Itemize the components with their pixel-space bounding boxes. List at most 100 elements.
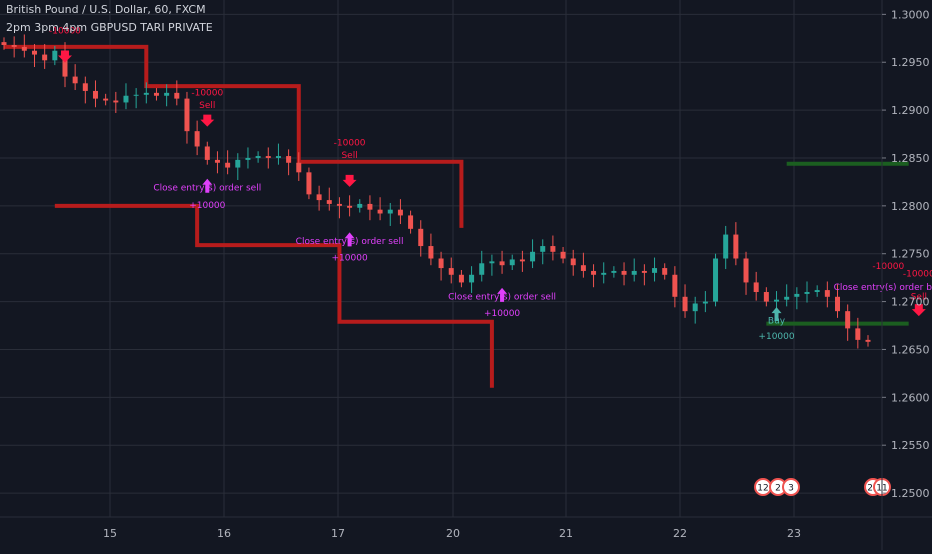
candle-body — [692, 303, 698, 312]
candle-body — [123, 95, 129, 103]
candle-body — [611, 270, 617, 273]
candle-body — [1, 42, 7, 45]
close-arrow-icon — [497, 287, 508, 302]
candle-body — [113, 100, 119, 103]
candle-body — [469, 274, 475, 283]
candle-body — [479, 263, 485, 275]
chart-title: British Pound / U.S. Dollar, 60, FXCM — [6, 3, 206, 16]
candle-body — [82, 83, 88, 91]
badge-label: 3 — [788, 484, 794, 494]
sell-arrow-icon — [57, 50, 72, 63]
y-tick-label: 1.2800 — [891, 200, 930, 213]
candle-body — [550, 246, 556, 252]
y-tick-label: 1.2550 — [891, 439, 930, 452]
candle-body — [428, 246, 434, 259]
candle-body — [265, 156, 271, 158]
candle-body — [174, 92, 180, 99]
candle-body — [784, 296, 790, 300]
price-axis[interactable]: 1.3000 1.2950 1.2900 1.2850 1.2800 1.2750 1.27… — [882, 8, 930, 500]
candle-body — [530, 251, 536, 262]
candle-body — [652, 268, 658, 273]
candle-body — [570, 258, 576, 266]
candle-body — [31, 50, 37, 55]
candle-body — [560, 251, 566, 259]
candle-body — [245, 157, 251, 160]
buy-arrow-icon — [771, 307, 782, 322]
candle-body — [591, 270, 597, 275]
candle-body — [316, 194, 322, 201]
candle-body — [855, 328, 861, 340]
candle-body — [357, 203, 363, 208]
red-level-line — [4, 44, 464, 228]
annotation-label: -10000 — [191, 89, 223, 99]
candle-body — [672, 274, 678, 297]
close-arrow-icon — [202, 178, 213, 193]
candle-body — [194, 131, 200, 147]
candle-body — [489, 261, 495, 264]
red-level-line — [54, 203, 494, 388]
candle-body — [601, 272, 607, 275]
y-tick-label: 1.2500 — [891, 487, 930, 500]
candle-body — [214, 159, 220, 163]
annotation-label: -10000 — [334, 139, 366, 149]
candle-body — [438, 258, 444, 269]
x-tick-label: 21 — [559, 527, 573, 540]
candle-body — [794, 293, 800, 297]
candle-body — [540, 246, 546, 252]
candle-body — [296, 162, 302, 173]
candle-body — [835, 296, 841, 312]
event-badge[interactable]: 3 — [782, 478, 800, 496]
candle-body — [845, 311, 851, 329]
sell-arrow-icon — [911, 304, 926, 317]
badge-label: 12 — [757, 484, 768, 494]
candle-body — [326, 200, 332, 204]
annotation-label: Sell — [341, 151, 357, 161]
candle-body — [255, 156, 261, 158]
candle-body — [42, 54, 48, 61]
candles — [1, 34, 871, 349]
candle-body — [377, 209, 383, 214]
candle-body — [865, 339, 871, 342]
candle-body — [662, 268, 668, 275]
annotation-label: Close entry(s) order buy — [834, 283, 932, 293]
event-badge[interactable]: 12 — [754, 478, 772, 496]
annotation-label: +10000 — [189, 201, 225, 211]
candle-body — [753, 282, 759, 293]
candle-body — [641, 270, 647, 273]
candle-body — [804, 292, 810, 294]
candle-body — [743, 258, 749, 283]
x-tick-label: 16 — [217, 527, 231, 540]
candle-body — [306, 172, 312, 195]
time-axis[interactable]: 15 16 17 20 21 22 23 — [103, 527, 801, 540]
candle-body — [824, 290, 830, 297]
y-tick-label: 1.2750 — [891, 248, 930, 261]
candle-body — [235, 159, 241, 168]
candle-body — [72, 76, 78, 84]
candle-body — [21, 46, 27, 51]
candle-body — [580, 265, 586, 271]
annotation-label: +10000 — [484, 309, 520, 319]
y-tick-label: 1.2600 — [891, 391, 930, 404]
candle-body — [408, 215, 414, 229]
y-tick-label: 1.3000 — [891, 8, 930, 21]
annotation-label: -10000 — [903, 270, 932, 280]
level-lines — [4, 44, 909, 388]
candle-body — [103, 98, 109, 101]
candle-body — [763, 292, 769, 302]
candle-body — [143, 92, 149, 95]
candle-body — [92, 90, 98, 99]
candle-body — [682, 296, 688, 312]
annotation-label: -10000 — [49, 27, 81, 37]
indicator-label[interactable]: 2pm 3pm 4pm GBPUSD TARI PRIVATE — [6, 21, 213, 34]
annotation-label: -10000 — [872, 262, 904, 272]
y-tick-label: 1.2850 — [891, 152, 930, 165]
candle-body — [814, 290, 820, 293]
y-tick-label: 1.2950 — [891, 56, 930, 69]
badge-label: 2 — [775, 484, 781, 494]
x-tick-label: 15 — [103, 527, 117, 540]
x-tick-label: 23 — [787, 527, 801, 540]
